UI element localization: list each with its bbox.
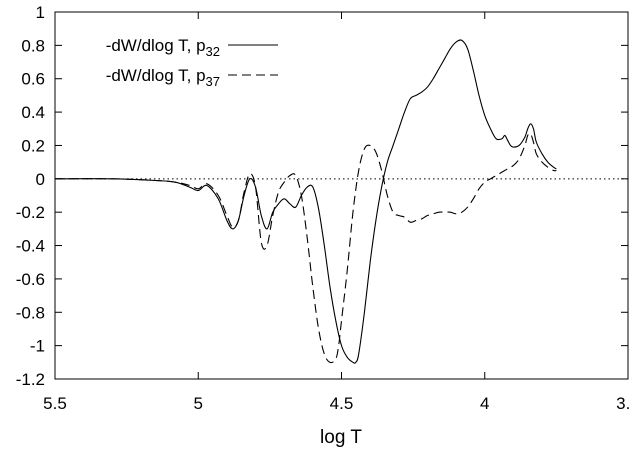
ticks-layer (54, 11, 629, 380)
y-tick-label: -0.4 (16, 237, 45, 256)
y-tick-label: 0.2 (21, 136, 45, 155)
x-tick-label: 4.5 (330, 394, 354, 413)
y-tick-label: 0.6 (21, 70, 45, 89)
tick-labels-layer: 5.5 5 4.5 4 3.5 1 0.8 0.6 0.4 0.2 0 -0.2 -0.4 -0.6 -0.… (16, 3, 631, 413)
x-tick-label: 5 (194, 394, 203, 413)
y-tick-label: -0.6 (16, 270, 45, 289)
legend-label-p37: -dW/dlog T, p37 (106, 66, 220, 89)
x-tick-label: 3.5 (616, 394, 631, 413)
y-tick-label: 0.8 (21, 36, 45, 55)
x-axis-label: log T (320, 427, 362, 448)
y-tick-label: -1.2 (16, 370, 45, 389)
series-line-p37 (54, 132, 557, 364)
y-tick-label: -0.2 (16, 203, 45, 222)
series-layer (54, 39, 557, 364)
y-tick-label: -1 (30, 337, 45, 356)
y-tick-label: -0.8 (16, 303, 45, 322)
x-tick-label: 5.5 (43, 394, 67, 413)
legend: -dW/dlog T, p32 -dW/dlog T, p37 (106, 36, 278, 89)
x-tick-label: 4 (480, 394, 489, 413)
y-tick-label: 1 (36, 3, 45, 22)
y-tick-label: 0.4 (21, 103, 45, 122)
y-tick-label: 0 (36, 170, 45, 189)
series-line-p32 (54, 39, 557, 364)
legend-label-p32: -dW/dlog T, p32 (106, 36, 220, 59)
